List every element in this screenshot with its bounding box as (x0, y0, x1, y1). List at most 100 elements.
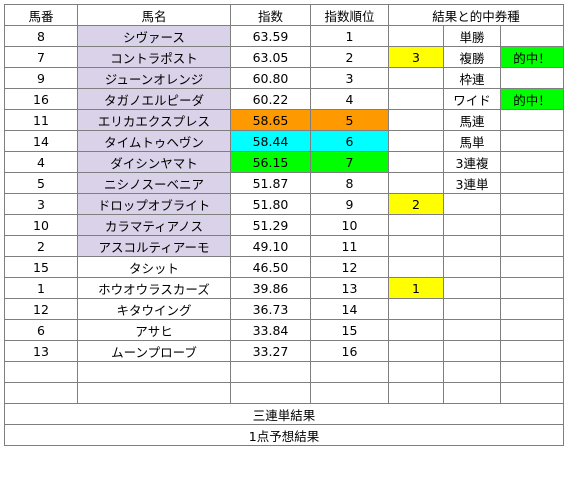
horse-number-cell: 1 (4, 277, 78, 299)
hit-status-cell (499, 319, 565, 341)
ticket-type-cell: 馬単 (443, 130, 501, 152)
horse-number-cell: 16 (4, 88, 78, 110)
index-rank-cell: 8 (310, 172, 389, 194)
hit-status-cell (499, 130, 565, 152)
index-rank-cell: 14 (310, 298, 389, 320)
index-value-cell: 46.50 (230, 256, 311, 278)
result-position-cell (388, 109, 444, 131)
index-value-cell: 58.65 (230, 109, 311, 131)
table-row: 8 シヴァース 63.59 1 単勝 (4, 25, 565, 47)
table-row: 7 コントラポスト 63.05 2 3 複勝 的中！ (4, 46, 565, 68)
result-position-cell (388, 88, 444, 110)
hit-status-cell (499, 67, 565, 89)
horse-name-cell: ダイシンヤマト (77, 151, 231, 173)
index-rank-cell: 16 (310, 340, 389, 362)
result-position-cell (388, 235, 444, 257)
result-position-cell (388, 298, 444, 320)
index-value-cell: 63.59 (230, 25, 311, 47)
horse-name-cell: コントラポスト (77, 46, 231, 68)
result-position-cell (388, 25, 444, 47)
single-pick-result-row: 1点予想結果 (3, 424, 565, 446)
hit-status-cell (499, 25, 565, 47)
result-position-cell (388, 319, 444, 341)
index-rank-cell: 1 (310, 25, 389, 47)
table-row (4, 361, 565, 383)
horse-number-cell: 11 (4, 109, 78, 131)
table-row: 12 キタウイング 36.73 14 (4, 298, 565, 320)
horse-name-cell: アスコルティアーモ (77, 235, 231, 257)
horse-number-cell (4, 361, 78, 383)
index-rank-cell: 6 (310, 130, 389, 152)
hit-status-cell (499, 298, 565, 320)
table-row: 16 タガノエルピーダ 60.22 4 ワイド 的中！ (4, 88, 565, 110)
horse-number-cell: 7 (4, 46, 78, 68)
horse-name-cell: ドロップオブライト (77, 193, 231, 215)
single-pick-result-label: 1点予想結果 (3, 424, 565, 446)
index-value-cell: 51.80 (230, 193, 311, 215)
index-rank-cell: 2 (310, 46, 389, 68)
result-position-cell (388, 130, 444, 152)
table-row: 9 ジューンオレンジ 60.80 3 枠連 (4, 67, 565, 89)
index-value-cell: 51.29 (230, 214, 311, 236)
ticket-type-cell (443, 235, 501, 257)
ticket-type-cell (443, 319, 501, 341)
horse-name-cell: ジューンオレンジ (77, 67, 231, 89)
result-position-cell: 1 (388, 277, 444, 299)
result-position-cell (388, 67, 444, 89)
header-row: 馬番 馬名 指数 指数順位 結果と的中券種 (4, 4, 565, 26)
index-value-cell: 36.73 (230, 298, 311, 320)
result-position-cell (388, 172, 444, 194)
header-horse-name: 馬名 (77, 4, 231, 26)
header-index-rank: 指数順位 (310, 4, 389, 26)
table-row: 4 ダイシンヤマト 56.15 7 3連複 (4, 151, 565, 173)
header-result-tickets: 結果と的中券種 (387, 4, 565, 26)
index-value-cell (230, 361, 311, 383)
index-rank-cell: 10 (310, 214, 389, 236)
horse-name-cell: タガノエルピーダ (77, 88, 231, 110)
ticket-type-cell (443, 361, 501, 383)
horse-name-cell: ムーンプローブ (77, 340, 231, 362)
hit-status-cell (499, 340, 565, 362)
index-rank-cell (310, 361, 389, 383)
horse-name-cell: エリカエクスプレス (77, 109, 231, 131)
hit-status-cell (499, 151, 565, 173)
ticket-type-cell: 3連複 (443, 151, 501, 173)
result-position-cell (388, 214, 444, 236)
index-rank-cell: 7 (310, 151, 389, 173)
table-row: 11 エリカエクスプレス 58.65 5 馬連 (4, 109, 565, 131)
horse-number-cell (4, 382, 78, 404)
table-row: 1 ホウオウラスカーズ 39.86 13 1 (4, 277, 565, 299)
index-value-cell: 60.22 (230, 88, 311, 110)
result-position-cell: 3 (388, 46, 444, 68)
index-value-cell: 56.15 (230, 151, 311, 173)
result-position-cell (388, 151, 444, 173)
index-rank-cell: 4 (310, 88, 389, 110)
horse-index-table: 馬番 馬名 指数 指数順位 結果と的中券種 8 シヴァース 63.59 1 単勝 7 コント… (3, 4, 565, 446)
table-row: 6 アサヒ 33.84 15 (4, 319, 565, 341)
index-value-cell: 39.86 (230, 277, 311, 299)
result-position-cell: 2 (388, 193, 444, 215)
index-rank-cell: 11 (310, 235, 389, 257)
index-value-cell: 60.80 (230, 67, 311, 89)
hit-status-cell: 的中！ (499, 46, 565, 68)
hit-status-cell (499, 193, 565, 215)
table-row: 15 タシット 46.50 12 (4, 256, 565, 278)
horse-name-cell (77, 361, 231, 383)
horse-name-cell: タイムトゥヘヴン (77, 130, 231, 152)
hit-status-cell (499, 277, 565, 299)
trifecta-result-label: 三連単結果 (3, 403, 565, 425)
result-position-cell (388, 340, 444, 362)
horse-number-cell: 8 (4, 25, 78, 47)
horse-number-cell: 14 (4, 130, 78, 152)
horse-name-cell: ホウオウラスカーズ (77, 277, 231, 299)
hit-status-cell (499, 256, 565, 278)
hit-status-cell (499, 172, 565, 194)
index-value-cell: 49.10 (230, 235, 311, 257)
index-rank-cell: 13 (310, 277, 389, 299)
table-row: 3 ドロップオブライト 51.80 9 2 (4, 193, 565, 215)
index-value-cell: 63.05 (230, 46, 311, 68)
result-position-cell (388, 382, 444, 404)
ticket-type-cell (443, 256, 501, 278)
ticket-type-cell (443, 298, 501, 320)
ticket-type-cell: 単勝 (443, 25, 501, 47)
